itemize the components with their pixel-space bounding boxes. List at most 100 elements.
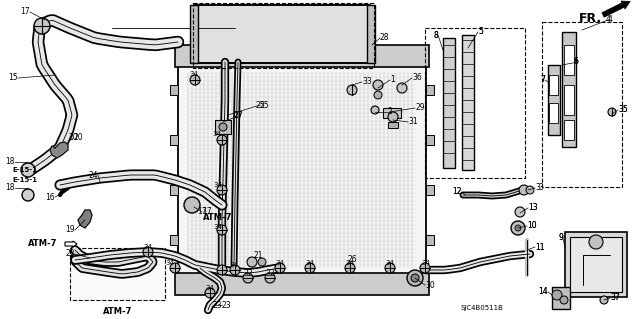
Bar <box>170 135 178 145</box>
Text: 16: 16 <box>45 192 55 202</box>
Text: 27: 27 <box>233 112 243 121</box>
Text: 34: 34 <box>214 182 223 188</box>
Text: 4: 4 <box>608 16 613 25</box>
Bar <box>178 55 426 285</box>
Text: 7: 7 <box>540 76 545 85</box>
Circle shape <box>411 274 419 282</box>
Text: ATM-7: ATM-7 <box>204 213 233 222</box>
Bar <box>170 185 178 195</box>
Bar <box>565 232 627 297</box>
Text: 3: 3 <box>538 183 543 192</box>
Bar <box>426 85 434 95</box>
Text: 35: 35 <box>618 106 628 115</box>
Circle shape <box>305 263 315 273</box>
Text: 15: 15 <box>8 73 18 83</box>
Circle shape <box>34 18 50 34</box>
Text: SJC4B0511B: SJC4B0511B <box>461 305 504 311</box>
Circle shape <box>373 80 383 90</box>
Text: 34: 34 <box>205 285 214 291</box>
Text: 34: 34 <box>305 260 314 266</box>
Bar <box>462 35 474 170</box>
Bar <box>562 32 576 147</box>
Bar <box>564 120 574 140</box>
Bar <box>193 3 374 68</box>
Text: 34: 34 <box>422 260 431 266</box>
Text: 18: 18 <box>6 158 15 167</box>
Text: ATM-7: ATM-7 <box>28 240 58 249</box>
Text: 17: 17 <box>202 207 212 217</box>
Circle shape <box>608 108 616 116</box>
Circle shape <box>519 185 529 195</box>
Text: 5: 5 <box>478 27 483 36</box>
Circle shape <box>589 235 603 249</box>
Bar <box>564 85 574 115</box>
Text: 35: 35 <box>618 106 628 115</box>
Circle shape <box>217 225 227 235</box>
Polygon shape <box>78 210 92 228</box>
Circle shape <box>217 265 227 275</box>
Bar <box>552 287 570 309</box>
Circle shape <box>184 197 200 213</box>
Circle shape <box>258 258 266 266</box>
Bar <box>190 5 198 63</box>
Text: 19: 19 <box>65 226 75 234</box>
Circle shape <box>170 263 180 273</box>
Text: 36: 36 <box>412 73 422 83</box>
Bar <box>170 235 178 245</box>
Bar <box>564 45 574 75</box>
Circle shape <box>420 263 430 273</box>
Text: 31: 31 <box>408 117 418 127</box>
Text: 34: 34 <box>189 71 198 77</box>
Bar <box>570 237 622 292</box>
Text: 7: 7 <box>540 76 545 85</box>
Text: 24: 24 <box>88 170 98 180</box>
Text: 22: 22 <box>65 249 75 258</box>
Text: 18: 18 <box>6 183 15 192</box>
Circle shape <box>515 207 525 217</box>
Text: 34: 34 <box>212 131 221 137</box>
Text: 8: 8 <box>433 31 438 40</box>
Bar <box>549 75 558 95</box>
Bar <box>426 185 434 195</box>
Text: 30: 30 <box>425 280 435 290</box>
Circle shape <box>374 91 382 99</box>
Text: 13: 13 <box>528 204 538 212</box>
Bar <box>425 28 525 178</box>
Circle shape <box>345 263 355 273</box>
Text: 8: 8 <box>433 31 438 40</box>
Text: 34: 34 <box>230 262 239 268</box>
Circle shape <box>21 163 35 177</box>
Circle shape <box>385 263 395 273</box>
Bar <box>542 22 622 187</box>
Text: 28: 28 <box>380 33 390 42</box>
Bar <box>215 120 231 134</box>
Circle shape <box>560 296 568 304</box>
Bar <box>367 5 375 63</box>
Text: 26: 26 <box>347 256 357 264</box>
Text: 21: 21 <box>253 250 263 259</box>
Text: 10: 10 <box>527 221 536 231</box>
Text: 33: 33 <box>362 78 372 86</box>
Bar <box>443 38 455 168</box>
Bar <box>195 5 370 63</box>
Circle shape <box>371 106 379 114</box>
Text: 17: 17 <box>197 207 207 217</box>
Text: 17: 17 <box>20 8 30 17</box>
Circle shape <box>243 273 253 283</box>
Bar <box>426 135 434 145</box>
Circle shape <box>347 85 357 95</box>
Text: 34: 34 <box>276 260 284 266</box>
Text: 20: 20 <box>68 133 78 143</box>
Circle shape <box>511 221 525 235</box>
Circle shape <box>552 290 562 300</box>
Circle shape <box>265 273 275 283</box>
Text: 37: 37 <box>610 293 620 302</box>
Text: 14: 14 <box>538 287 548 296</box>
Text: 34: 34 <box>346 260 355 266</box>
Text: 6: 6 <box>573 57 578 66</box>
Circle shape <box>143 247 153 257</box>
Text: 23: 23 <box>222 300 232 309</box>
Text: 27: 27 <box>233 112 243 121</box>
Text: 11: 11 <box>535 242 545 251</box>
Text: 12: 12 <box>452 188 462 197</box>
